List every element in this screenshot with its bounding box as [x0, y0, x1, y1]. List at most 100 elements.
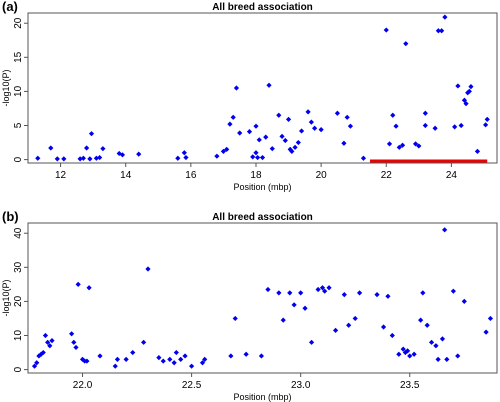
y-tick-label: 10 [13, 330, 24, 342]
data-point [385, 293, 391, 299]
panel-a: (a) All breed association 12 14 16 18 20 22 24 0 5… [1, 0, 498, 192]
data-point [393, 123, 399, 129]
data-point [263, 134, 269, 140]
data-point [145, 266, 151, 272]
data-point [285, 116, 292, 122]
data-point [258, 353, 265, 359]
data-point [189, 363, 195, 369]
x-axis-label: Position (mbp) [233, 182, 291, 192]
data-point [227, 121, 233, 127]
data-point [442, 14, 448, 20]
data-point [173, 349, 179, 356]
data-point [326, 285, 332, 291]
data-point [114, 356, 121, 362]
data-point [276, 290, 282, 296]
plot-frame [27, 222, 498, 374]
data-point [344, 114, 350, 120]
data-point [84, 145, 90, 151]
data-point [269, 146, 275, 152]
data-point [444, 356, 450, 362]
data-point [455, 83, 461, 89]
data-point [265, 286, 271, 293]
data-point [243, 351, 249, 357]
data-point [487, 315, 494, 322]
data-point [484, 116, 490, 122]
x-tick-label: 23.0 [291, 380, 311, 391]
data-point [341, 140, 347, 146]
x-tick-label: 12 [55, 170, 67, 181]
data-point [315, 286, 321, 293]
data-point [435, 28, 441, 34]
x-tick-label: 22.5 [182, 380, 202, 391]
data-point [136, 151, 142, 157]
y-tick-label: 0 [13, 156, 24, 162]
data-point [220, 148, 227, 155]
data-point [390, 112, 396, 118]
data-point [86, 285, 92, 291]
data-point [483, 329, 489, 335]
data-point [461, 97, 468, 103]
data-point [418, 317, 424, 323]
y-tick-label: 0 [13, 366, 24, 372]
data-point [31, 363, 38, 369]
data-point [466, 88, 472, 95]
data-point [250, 154, 256, 160]
data-point [346, 322, 352, 328]
y-tick-label: 10 [13, 85, 24, 97]
data-point [181, 150, 187, 156]
data-point [35, 155, 41, 161]
data-point [319, 285, 326, 291]
data-point [40, 349, 46, 356]
data-point [412, 141, 419, 147]
data-point [167, 356, 173, 362]
x-axis-label: Position (mbp) [233, 392, 291, 402]
data-point [450, 288, 456, 294]
data-point [48, 145, 54, 151]
data-point [246, 129, 253, 135]
panel-b: (b) All breed association 22.0 22.5 23.0 23.5… [1, 209, 498, 402]
data-point [474, 148, 481, 155]
data-point [468, 84, 474, 90]
data-point [228, 353, 234, 359]
y-axis-label: -log10(P) [1, 69, 11, 106]
data-point [463, 101, 469, 107]
data-point [298, 128, 305, 134]
data-point [389, 332, 395, 339]
data-point [287, 290, 293, 296]
data-point [34, 360, 40, 366]
data-point [461, 298, 467, 305]
data-point [416, 143, 422, 149]
chart-title: All breed association [212, 212, 313, 223]
data-point [36, 353, 42, 359]
data-point [318, 126, 324, 133]
data-point [439, 28, 445, 34]
data-point [112, 363, 118, 369]
x-tick-label: 14 [120, 170, 132, 181]
data-point [455, 353, 461, 359]
data-point [97, 154, 103, 161]
x-tick-label: 16 [185, 170, 197, 181]
data-point [87, 156, 93, 162]
data-point [396, 351, 402, 357]
data-point [439, 336, 446, 342]
data-point [202, 356, 208, 362]
data-point [282, 137, 288, 144]
data-point [428, 339, 435, 345]
y-tick-label: 5 [13, 122, 24, 128]
data-point [230, 114, 236, 120]
data-point [183, 154, 189, 161]
data-point [84, 358, 90, 364]
data-point [224, 146, 230, 152]
data-point [308, 119, 314, 125]
data-point [259, 154, 266, 161]
data-point [80, 155, 86, 161]
data-point [156, 355, 162, 361]
data-point [88, 131, 95, 137]
plot-frame [27, 12, 498, 164]
x-tick-label: 23.5 [400, 380, 420, 391]
data-point [178, 356, 184, 362]
data-point [255, 154, 261, 161]
data-point [411, 351, 417, 357]
data-point [182, 353, 188, 359]
data-point [171, 360, 177, 366]
